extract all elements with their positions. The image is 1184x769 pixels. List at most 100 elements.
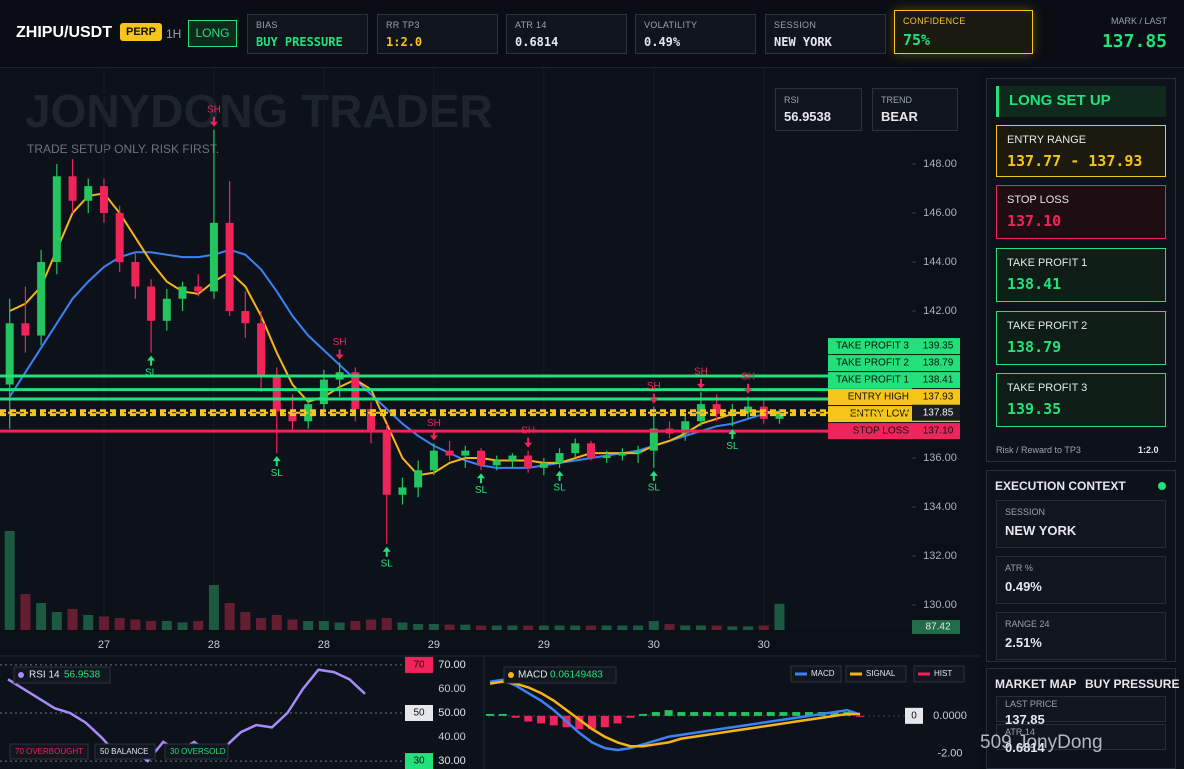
candle-body (272, 374, 281, 412)
setup-card: TAKE PROFIT 1 138.41 (996, 248, 1166, 302)
hist-bar (728, 712, 737, 716)
volume-bar (318, 621, 329, 630)
candle-body (602, 455, 611, 459)
context-item: ATR % 0.49% (996, 556, 1166, 604)
candle-body (304, 404, 313, 422)
volume-bar (4, 531, 15, 630)
candle-body (241, 311, 250, 324)
stat: BIAS BUY PRESSURE (247, 14, 368, 54)
context-item: SESSION NEW YORK (996, 500, 1166, 548)
stat-label: CONFIDENCE (903, 16, 966, 26)
stat-label: SESSION (774, 20, 817, 30)
candle-body (288, 411, 297, 422)
pivot-arrow (744, 383, 753, 394)
volume-bar (695, 625, 706, 630)
candle-body (696, 404, 705, 422)
pivot-arrow (382, 546, 391, 557)
context-title: EXECUTION CONTEXT (995, 479, 1126, 493)
card-label: ENTRY RANGE (1007, 134, 1087, 146)
card-value: 138.41 (1007, 275, 1062, 293)
legend-box (790, 665, 842, 683)
volume-bar (617, 625, 628, 630)
pivot-arrow (272, 456, 281, 467)
volume-bar (271, 615, 282, 630)
y-tick-label: 132.00 (923, 550, 957, 562)
volume-bar (601, 625, 612, 630)
volume-bar (208, 585, 219, 630)
candle-body (586, 443, 595, 459)
pivot-label: SH (207, 104, 221, 115)
level-box (405, 753, 433, 769)
side: LONG (188, 20, 237, 47)
rsi-title-box (13, 666, 111, 684)
pivot-arrow (477, 473, 485, 484)
x-tick-label: 28 (318, 639, 330, 651)
candle-body (99, 186, 108, 214)
legend-box (913, 665, 965, 683)
volume-bar (67, 609, 78, 630)
pivot-arrow (555, 470, 564, 481)
pivot-label: SL (648, 482, 661, 493)
level-name: TAKE PROFIT 1 (836, 375, 909, 386)
macd-title: MACD (518, 670, 547, 681)
setup-card: TAKE PROFIT 3 139.35 (996, 373, 1166, 427)
x-tick-label: 28 (208, 639, 220, 651)
zero-box (905, 707, 923, 724)
candle-body (382, 431, 391, 495)
level-price: 138.79 (923, 358, 954, 369)
x-tick-label: 30 (648, 639, 660, 651)
volume-bar (554, 625, 565, 630)
rsi-box: RSI 56.9538 (775, 88, 862, 131)
map-title: MARKET MAP (995, 677, 1077, 691)
hist-bar (753, 712, 762, 716)
volume-bar (538, 625, 549, 630)
level-tag (828, 355, 912, 372)
candle-body (524, 455, 533, 468)
candle-body (398, 487, 407, 495)
stat-value: 0.49% (644, 35, 681, 49)
pivot-label: SH (741, 371, 755, 382)
volume-bar (633, 625, 644, 630)
candle-body (162, 298, 171, 321)
stat-label: BIAS (256, 20, 278, 30)
y-tick-label: 146.00 (923, 207, 957, 219)
hist-bar (498, 713, 507, 716)
level-name: ENTRY HIGH (848, 392, 909, 403)
x-tick-label: 29 (428, 639, 440, 651)
volume-bar (428, 624, 439, 630)
label: TREND (881, 95, 912, 105)
pivot-label: SL (381, 558, 394, 569)
stat-label: VOLATILITY (644, 20, 698, 30)
hist-bar (779, 712, 788, 716)
volume-bar (98, 616, 109, 630)
volume-bar (397, 622, 408, 630)
volume-bar (774, 603, 785, 630)
level-tag (828, 389, 912, 406)
badge: PERP (120, 23, 162, 41)
volume-bar (224, 603, 235, 630)
value: BEAR (881, 109, 918, 124)
map-bias: BUY PRESSURE (1085, 677, 1180, 691)
volume-bar (36, 603, 47, 630)
level-tag (828, 372, 912, 389)
y-tick-label: 144.00 (923, 256, 957, 268)
last-price: 137.85 (923, 407, 954, 418)
rsi-value: 56.9538 (64, 670, 101, 681)
stat: VOLATILITY 0.49% (635, 14, 756, 54)
level-price-tag (912, 372, 960, 389)
legend-box (9, 743, 89, 760)
stat-value: NEW YORK (774, 35, 832, 49)
level-box (405, 705, 433, 721)
stat-value: 1:2.0 (386, 35, 423, 49)
volume-bar (193, 621, 204, 630)
volume-bar (381, 618, 392, 630)
volume-bar (20, 594, 31, 630)
macd-dot (508, 672, 514, 678)
candle-body (21, 323, 30, 336)
candle-body (257, 323, 266, 375)
volume-bar (743, 626, 754, 630)
label: RSI (784, 95, 800, 105)
pivot-arrow (649, 470, 658, 481)
volume-bar (303, 621, 314, 630)
y-tick-label: 142.00 (923, 305, 957, 317)
